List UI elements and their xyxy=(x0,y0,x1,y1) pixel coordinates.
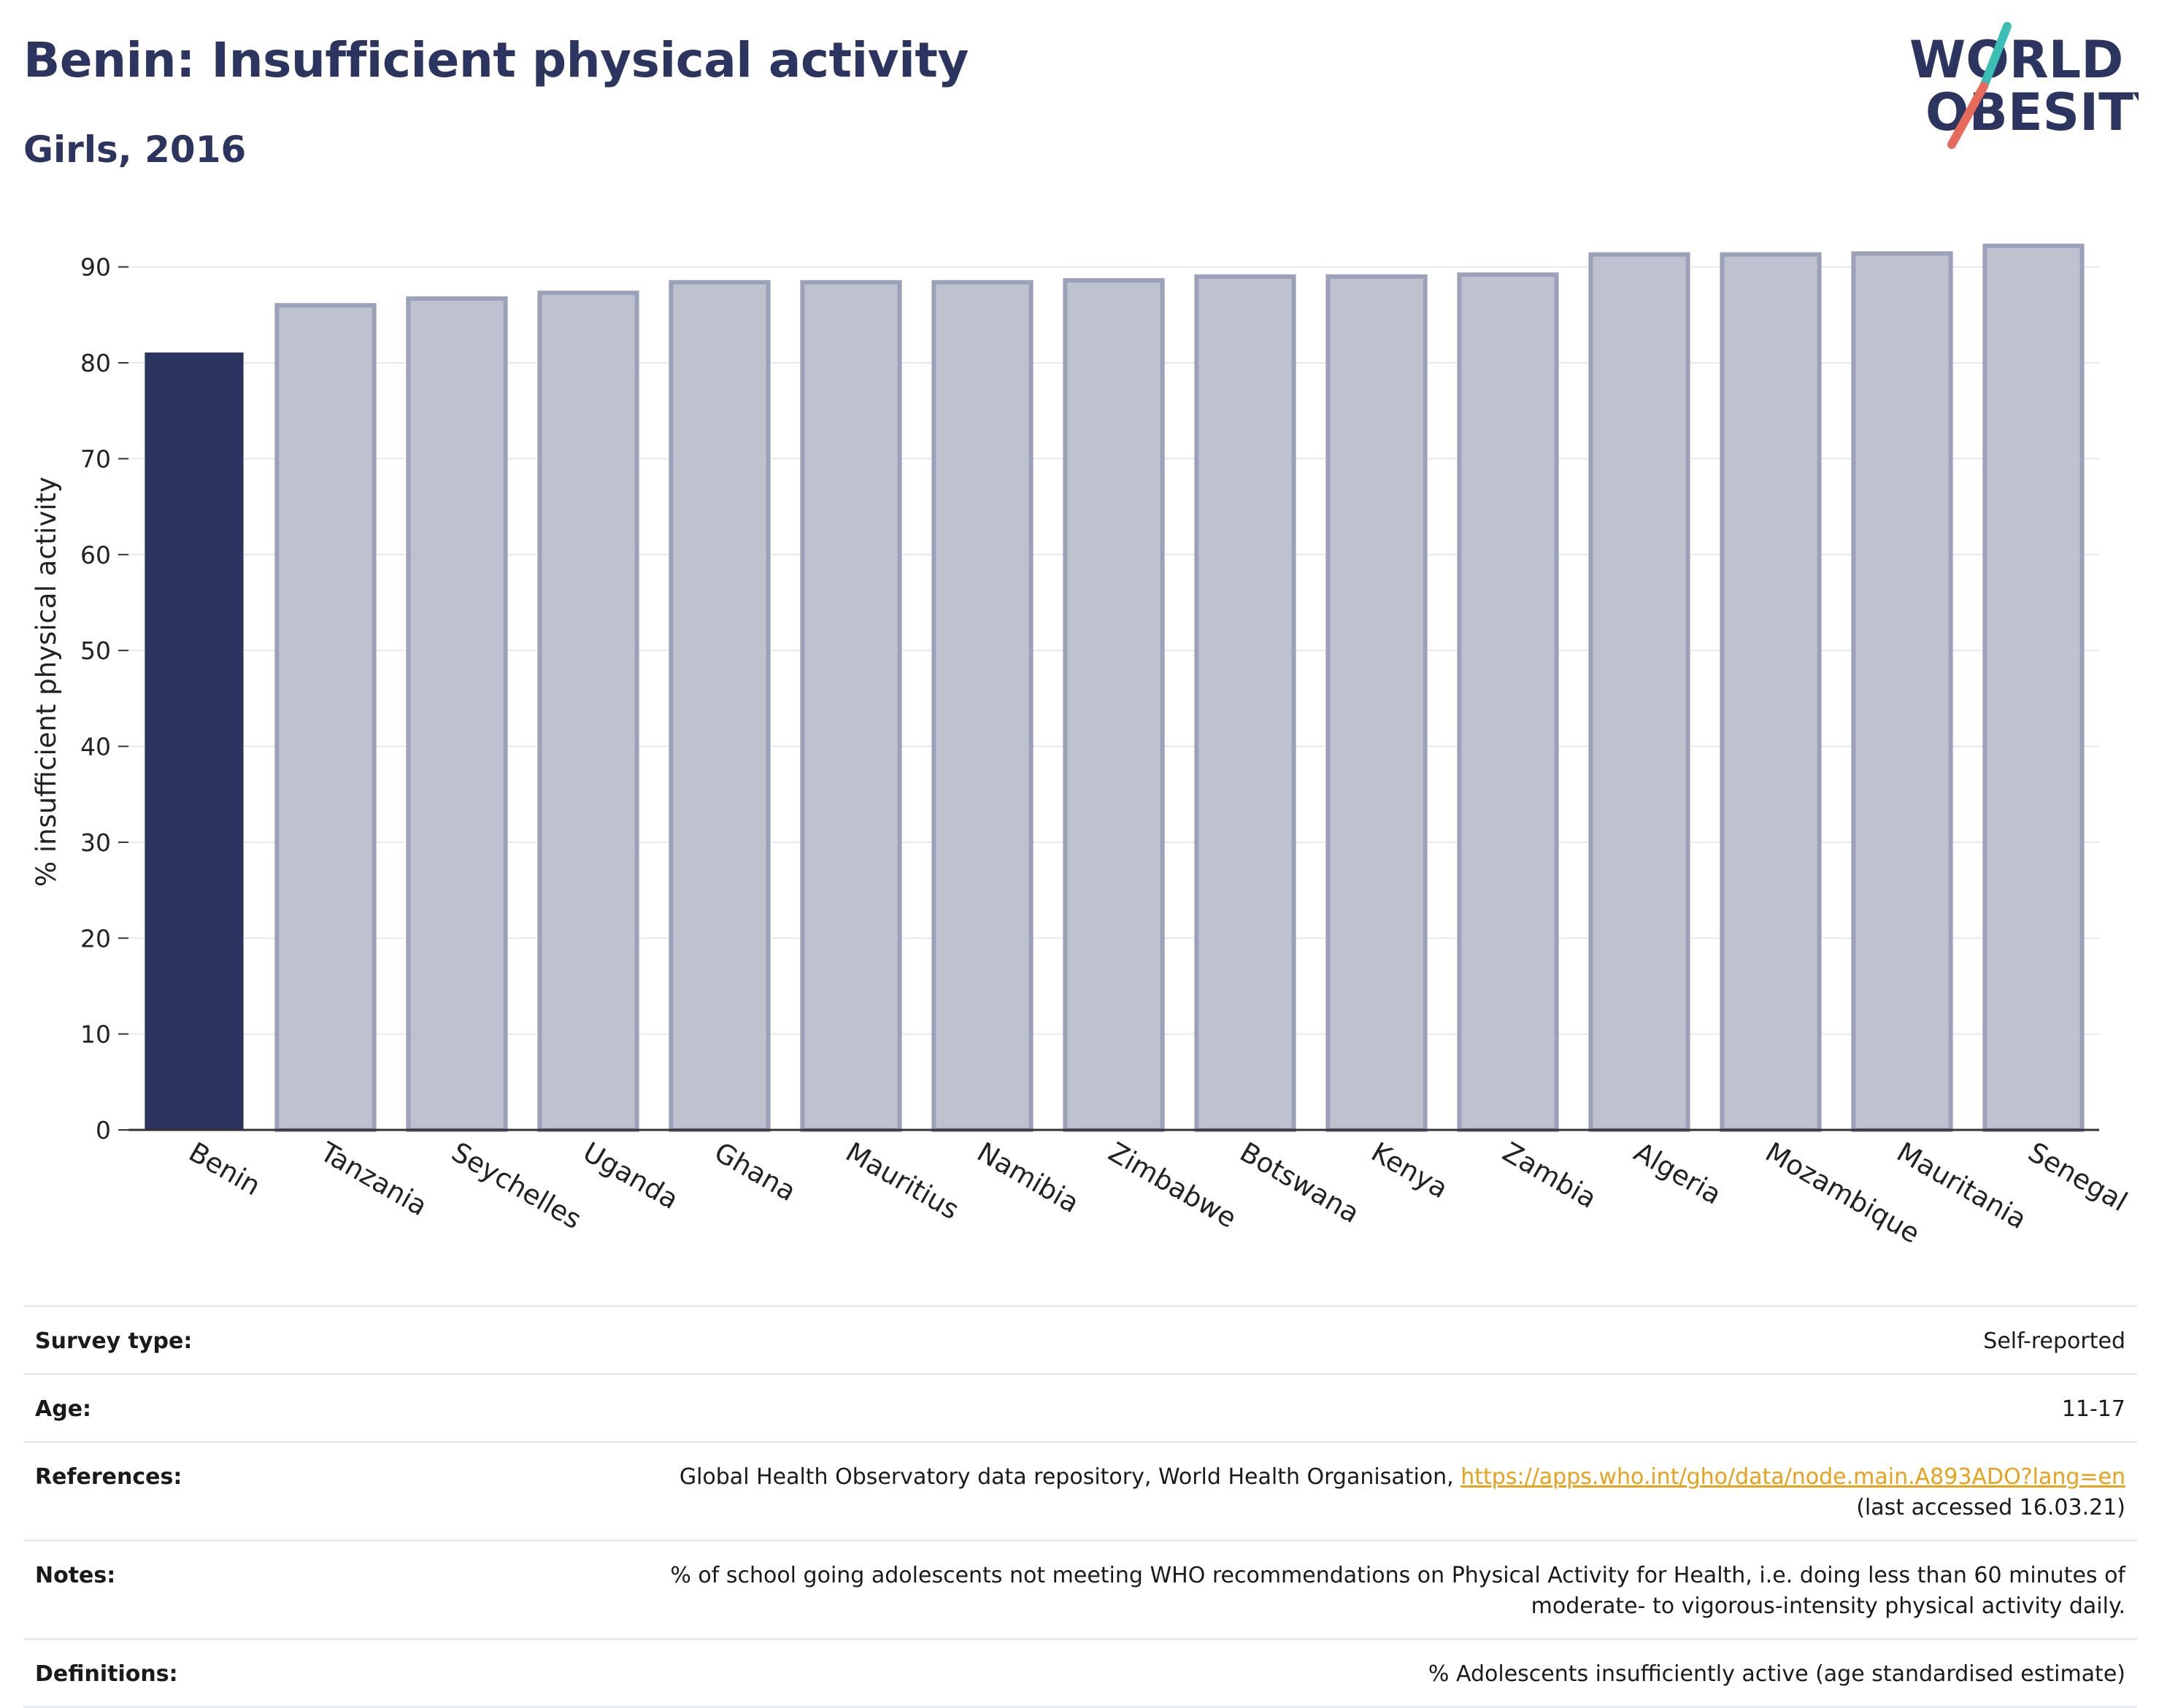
info-value: % Adolescents insufficiently active (age… xyxy=(1428,1661,2125,1687)
bar-benin xyxy=(145,352,244,1131)
bar-chart: 0 10 20 30 40 50 60 70 80 90 % insufficient physic… xyxy=(31,243,2133,1250)
x-tick-label: Zimbabwe xyxy=(1104,1136,1242,1234)
info-value: % of school going adolescents not meetin… xyxy=(342,1561,2125,1622)
logo-word-world: WORLD xyxy=(1909,30,2123,90)
chart-subtitle: Girls, 2016 xyxy=(23,128,247,171)
bar-algeria xyxy=(1588,252,1690,1132)
info-value: Self-reported xyxy=(1983,1328,2125,1354)
reference-text: Global Health Observatory data repositor… xyxy=(679,1464,1454,1490)
logo-slash-teal xyxy=(1979,22,2012,91)
y-tick-label: 80 xyxy=(80,349,111,377)
x-tick-label: Tanzania xyxy=(315,1136,433,1222)
chart-title: Benin: Insufficient physical activity xyxy=(23,32,969,88)
info-row-references: References: Global Health Observatory da… xyxy=(23,1441,2137,1539)
info-label: Survey type: xyxy=(35,1328,193,1354)
info-label: References: xyxy=(35,1464,182,1490)
bar-uganda xyxy=(537,291,639,1132)
x-tick-label: Ghana xyxy=(709,1136,801,1208)
info-row-notes: Notes: % of school going adolescents not… xyxy=(23,1539,2137,1638)
x-tick-label: Algeria xyxy=(1629,1136,1727,1211)
notes-line-1: % of school going adolescents not meetin… xyxy=(670,1563,2125,1588)
reference-accessed: (last accessed 16.03.21) xyxy=(1856,1495,2125,1520)
bar-zambia xyxy=(1457,272,1559,1132)
info-label: Age: xyxy=(35,1396,92,1422)
x-tick-label: Mauritius xyxy=(841,1136,965,1226)
y-tick-label: 40 xyxy=(80,733,111,761)
bar-kenya xyxy=(1325,274,1428,1132)
bar-zimbabwe xyxy=(1063,278,1165,1132)
logo-slash-coral xyxy=(1947,82,1988,149)
x-tick-label: Uganda xyxy=(578,1136,684,1216)
x-tick-label: Zambia xyxy=(1498,1136,1602,1215)
bar-senegal xyxy=(1982,243,2085,1132)
x-tick-label: Namibia xyxy=(972,1136,1085,1220)
y-tick-label: 30 xyxy=(80,828,111,857)
bar-mozambique xyxy=(1720,252,1822,1132)
info-value: Global Health Observatory data repositor… xyxy=(342,1462,2125,1523)
info-table: Survey type: Self-reported Age: 11-17 Re… xyxy=(23,1305,2137,1708)
bar-tanzania xyxy=(274,303,377,1132)
y-tick-label: 50 xyxy=(80,636,111,665)
info-row-age: Age: 11-17 xyxy=(23,1373,2137,1441)
x-tick-label: Botswana xyxy=(1235,1136,1365,1230)
info-value: 11-17 xyxy=(2061,1396,2125,1422)
info-label: Definitions: xyxy=(35,1661,178,1687)
x-tick-label: Kenya xyxy=(1366,1136,1454,1205)
y-tick-label: 70 xyxy=(80,445,111,473)
info-row-definitions: Definitions: % Adolescents insufficientl… xyxy=(23,1638,2137,1708)
info-label: Notes: xyxy=(35,1563,116,1588)
bar-seychelles xyxy=(406,296,508,1133)
x-tick-label: Senegal xyxy=(2023,1136,2133,1218)
bar-ghana xyxy=(669,280,771,1133)
bar-mauritius xyxy=(800,280,902,1133)
y-tick-label: 90 xyxy=(80,253,111,282)
x-tick-label: Benin xyxy=(184,1136,266,1202)
reference-link[interactable]: https://apps.who.int/gho/data/node.main.… xyxy=(1460,1464,2125,1490)
bar-namibia xyxy=(931,280,1034,1133)
y-tick-label: 20 xyxy=(80,924,111,953)
y-tick-label: 0 xyxy=(96,1116,111,1145)
info-row-survey-type: Survey type: Self-reported xyxy=(23,1305,2137,1373)
world-obesity-logo: WORLD OBESITY xyxy=(1909,22,2139,149)
x-tick-label: Seychelles xyxy=(447,1136,587,1236)
y-tick-label: 10 xyxy=(80,1020,111,1049)
notes-line-2: moderate- to vigorous-intensity physical… xyxy=(1531,1593,2125,1619)
y-tick-label: 60 xyxy=(80,541,111,569)
y-axis-label: % insufficient physical activity xyxy=(31,477,62,887)
bar-botswana xyxy=(1194,274,1296,1132)
bar-mauritania xyxy=(1851,251,1953,1133)
